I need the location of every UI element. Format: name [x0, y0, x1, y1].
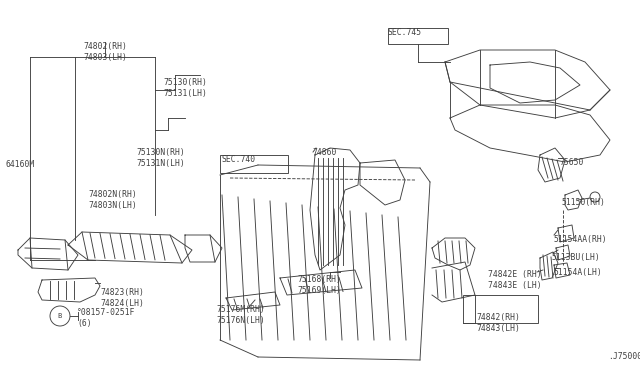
Text: 74842(RH)
74843(LH): 74842(RH) 74843(LH) [476, 313, 520, 333]
Bar [463, 295, 538, 323]
Text: 74802N(RH)
74803N(LH): 74802N(RH) 74803N(LH) [88, 190, 137, 210]
Text: 5113BU(LH): 5113BU(LH) [551, 253, 600, 262]
Text: 75168(RH)
75169(LH): 75168(RH) 75169(LH) [297, 275, 341, 295]
Text: °08157-0251F
(6): °08157-0251F (6) [77, 308, 136, 328]
Text: 64160M: 64160M [6, 160, 35, 169]
Text: 51150(RH): 51150(RH) [561, 198, 605, 207]
Bar [388, 28, 448, 44]
Text: 75130N(RH)
75131N(LH): 75130N(RH) 75131N(LH) [136, 148, 185, 168]
Text: SEC.745: SEC.745 [388, 28, 422, 37]
Text: 75176M(RH)
75176N(LH): 75176M(RH) 75176N(LH) [216, 305, 265, 325]
Text: SEC.740: SEC.740 [222, 155, 256, 164]
Text: B: B [58, 313, 62, 319]
Text: 74823(RH)
74824(LH): 74823(RH) 74824(LH) [100, 288, 144, 308]
Text: 75650: 75650 [559, 158, 584, 167]
Text: 51154A(LH): 51154A(LH) [554, 268, 603, 277]
Bar [220, 155, 288, 173]
Text: 51154AA(RH): 51154AA(RH) [554, 235, 607, 244]
Text: .J750000: .J750000 [608, 352, 640, 361]
Text: 74842E (RH)
74843E (LH): 74842E (RH) 74843E (LH) [488, 270, 541, 290]
Text: 75130(RH)
75131(LH): 75130(RH) 75131(LH) [163, 78, 207, 98]
Text: 74802(RH)
74803(LH): 74802(RH) 74803(LH) [83, 42, 127, 62]
Text: 74860: 74860 [312, 148, 337, 157]
